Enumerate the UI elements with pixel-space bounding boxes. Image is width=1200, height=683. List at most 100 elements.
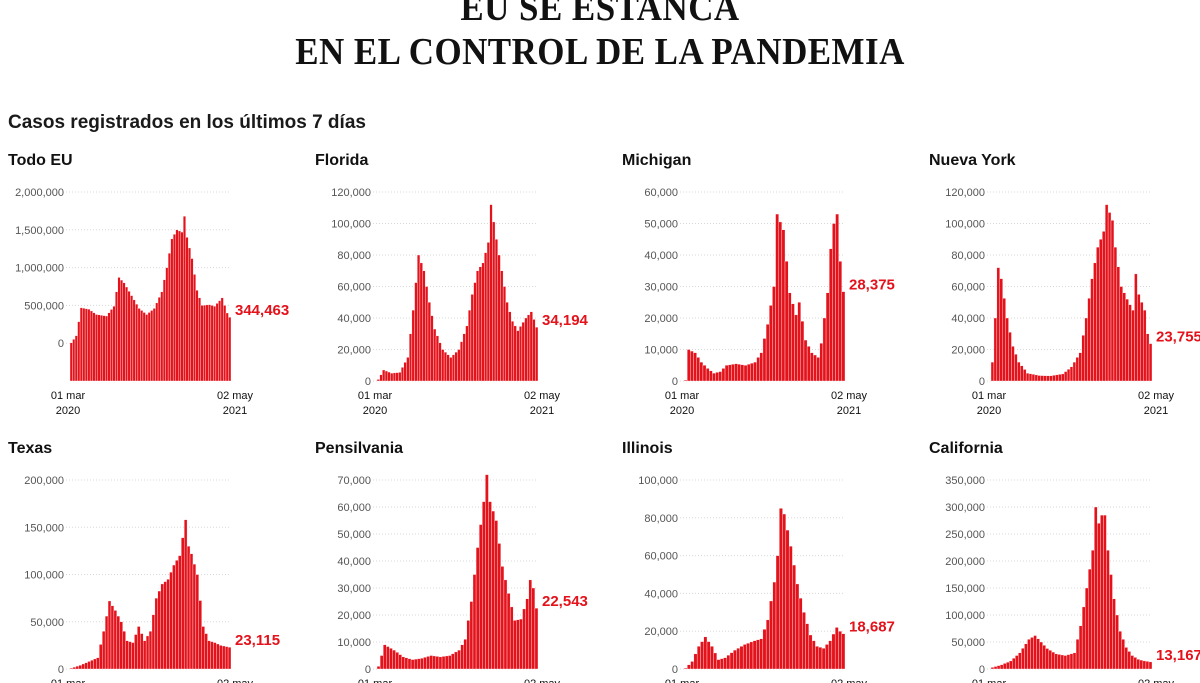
bar bbox=[172, 564, 176, 670]
y-tick-label: 100,000 bbox=[331, 219, 371, 231]
bar bbox=[181, 537, 185, 670]
bar bbox=[808, 634, 813, 670]
bar bbox=[92, 312, 96, 382]
bar bbox=[468, 309, 472, 382]
bar bbox=[795, 583, 800, 670]
bar bbox=[788, 292, 792, 382]
bar bbox=[193, 274, 196, 382]
x-tick-label: 02 may bbox=[524, 678, 561, 683]
x-tick-label: 01 mar bbox=[972, 390, 1007, 402]
bar bbox=[492, 221, 496, 382]
y-tick-label: 1,500,000 bbox=[15, 225, 64, 237]
bar bbox=[825, 644, 829, 670]
page-title-line1: EU SE ESTANCA bbox=[460, 0, 740, 29]
bar bbox=[441, 656, 446, 670]
bar bbox=[1081, 606, 1086, 670]
bar bbox=[470, 294, 474, 382]
bar bbox=[1087, 298, 1091, 382]
bar bbox=[712, 372, 716, 382]
bar bbox=[510, 320, 515, 382]
y-tick-label: 40,000 bbox=[644, 250, 678, 262]
y-tick-label: 40,000 bbox=[951, 313, 985, 325]
bar bbox=[1148, 661, 1153, 670]
bar bbox=[775, 213, 779, 382]
bar bbox=[1145, 333, 1150, 382]
bar bbox=[422, 270, 426, 382]
bar bbox=[798, 597, 803, 670]
chart-subtitle: Casos registrados en los últimos 7 días bbox=[8, 112, 366, 133]
bar bbox=[444, 655, 449, 670]
x-tick-label: 2021 bbox=[223, 405, 247, 417]
bar bbox=[739, 646, 744, 670]
bar bbox=[1008, 332, 1012, 382]
bar bbox=[110, 309, 113, 382]
y-tick-label: 70,000 bbox=[337, 475, 371, 487]
bar bbox=[482, 501, 486, 670]
bar bbox=[1039, 641, 1043, 670]
bar bbox=[762, 629, 767, 670]
bar bbox=[516, 330, 520, 382]
x-tick-label: 01 mar bbox=[665, 390, 700, 402]
bar bbox=[175, 229, 179, 382]
bar bbox=[816, 357, 820, 382]
bar bbox=[699, 361, 704, 382]
bar bbox=[1017, 361, 1021, 382]
bar bbox=[177, 230, 181, 382]
bar bbox=[1063, 655, 1068, 670]
bar bbox=[791, 303, 795, 382]
bar bbox=[488, 501, 492, 670]
y-tick-label: 60,000 bbox=[644, 187, 678, 199]
bar bbox=[782, 513, 787, 670]
bar bbox=[215, 303, 219, 382]
bar bbox=[486, 242, 490, 382]
bar bbox=[765, 324, 770, 382]
y-tick-label: 40,000 bbox=[644, 588, 678, 600]
bar bbox=[195, 574, 199, 670]
bar bbox=[818, 647, 823, 670]
bar bbox=[1113, 246, 1118, 382]
bar bbox=[423, 657, 427, 670]
bar bbox=[709, 370, 713, 382]
bar bbox=[1097, 523, 1101, 670]
bar bbox=[736, 648, 741, 670]
bar bbox=[762, 338, 767, 382]
bar bbox=[1045, 648, 1049, 670]
bar bbox=[228, 316, 232, 382]
bar bbox=[84, 662, 88, 670]
bar bbox=[147, 312, 151, 382]
bar bbox=[110, 605, 115, 670]
bar bbox=[205, 304, 209, 382]
bar bbox=[1020, 365, 1024, 382]
bar bbox=[1078, 352, 1082, 382]
bar bbox=[759, 352, 764, 382]
bar bbox=[683, 379, 688, 382]
bar bbox=[115, 291, 118, 382]
bar bbox=[107, 600, 112, 670]
bar bbox=[690, 661, 695, 670]
bar bbox=[77, 321, 81, 382]
bar bbox=[485, 474, 489, 670]
y-tick-label: 100,000 bbox=[945, 219, 985, 231]
bar bbox=[443, 351, 447, 382]
bar bbox=[180, 231, 184, 382]
bar bbox=[137, 308, 141, 382]
bar bbox=[1131, 309, 1135, 382]
bar bbox=[1037, 375, 1041, 382]
bar bbox=[1006, 661, 1010, 670]
bar bbox=[993, 666, 998, 670]
bar bbox=[1033, 635, 1037, 670]
bar bbox=[94, 314, 98, 382]
bar bbox=[72, 339, 76, 382]
bar bbox=[521, 322, 525, 382]
bar bbox=[84, 308, 88, 382]
bar bbox=[693, 653, 698, 670]
bar bbox=[721, 368, 726, 382]
y-tick-label: 50,000 bbox=[337, 529, 371, 541]
bar bbox=[419, 262, 423, 382]
chart-panel-michigan: Michigan 0 10,000 20,000 30,000 40,000 50,000 6… bbox=[620, 145, 920, 417]
bar bbox=[89, 310, 93, 382]
bar bbox=[163, 581, 167, 670]
bar bbox=[1091, 550, 1095, 670]
y-tick-label: 80,000 bbox=[951, 250, 985, 262]
bar bbox=[390, 372, 394, 382]
